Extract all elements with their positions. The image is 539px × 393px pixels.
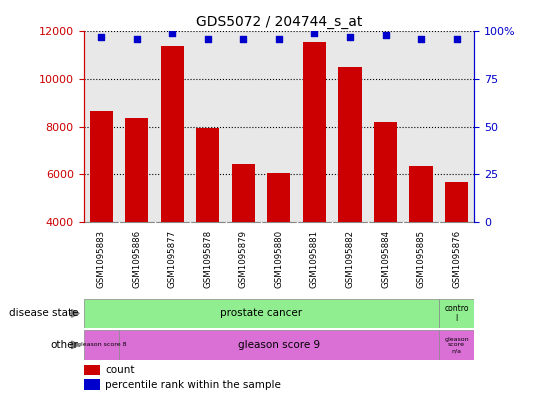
Text: GSM1095881: GSM1095881 — [310, 230, 319, 288]
Text: prostate cancer: prostate cancer — [220, 309, 302, 318]
Text: other: other — [50, 340, 78, 350]
Text: gleason score 8: gleason score 8 — [77, 342, 126, 347]
Text: percentile rank within the sample: percentile rank within the sample — [106, 380, 281, 389]
Bar — [232, 163, 255, 222]
Text: GSM1095885: GSM1095885 — [417, 230, 425, 288]
Point — [452, 36, 461, 42]
Text: count: count — [106, 365, 135, 375]
Point — [204, 36, 212, 42]
Bar — [84, 379, 100, 389]
Bar — [410, 166, 433, 222]
Text: contro
l: contro l — [444, 304, 469, 323]
Point — [275, 36, 284, 42]
Bar — [338, 67, 362, 222]
Bar — [374, 122, 397, 222]
Point — [133, 36, 141, 42]
Text: GSM1095884: GSM1095884 — [381, 230, 390, 288]
Point — [239, 36, 248, 42]
Bar — [84, 365, 100, 375]
Bar — [303, 42, 326, 222]
Bar — [125, 118, 148, 222]
Bar — [267, 173, 291, 222]
Point — [310, 30, 319, 37]
Text: GSM1095877: GSM1095877 — [168, 230, 177, 288]
Point — [97, 34, 106, 40]
Bar — [439, 299, 474, 328]
Point — [345, 34, 354, 40]
Text: GSM1095886: GSM1095886 — [133, 230, 141, 288]
Bar — [196, 128, 219, 222]
Text: gleason score 9: gleason score 9 — [238, 340, 320, 350]
Bar — [119, 330, 439, 360]
Title: GDS5072 / 204744_s_at: GDS5072 / 204744_s_at — [196, 15, 362, 29]
Bar — [90, 111, 113, 222]
Point — [168, 30, 177, 37]
Bar — [445, 182, 468, 222]
Point — [417, 36, 425, 42]
Text: GSM1095878: GSM1095878 — [203, 230, 212, 288]
Bar — [84, 330, 119, 360]
Text: GSM1095876: GSM1095876 — [452, 230, 461, 288]
Text: disease state: disease state — [9, 309, 78, 318]
Point — [381, 32, 390, 39]
Text: GSM1095882: GSM1095882 — [345, 230, 355, 288]
Text: GSM1095883: GSM1095883 — [97, 230, 106, 288]
Bar — [161, 46, 184, 222]
Text: gleason
score
n/a: gleason score n/a — [444, 336, 469, 353]
Bar — [439, 330, 474, 360]
Text: GSM1095880: GSM1095880 — [274, 230, 284, 288]
Text: GSM1095879: GSM1095879 — [239, 230, 248, 288]
